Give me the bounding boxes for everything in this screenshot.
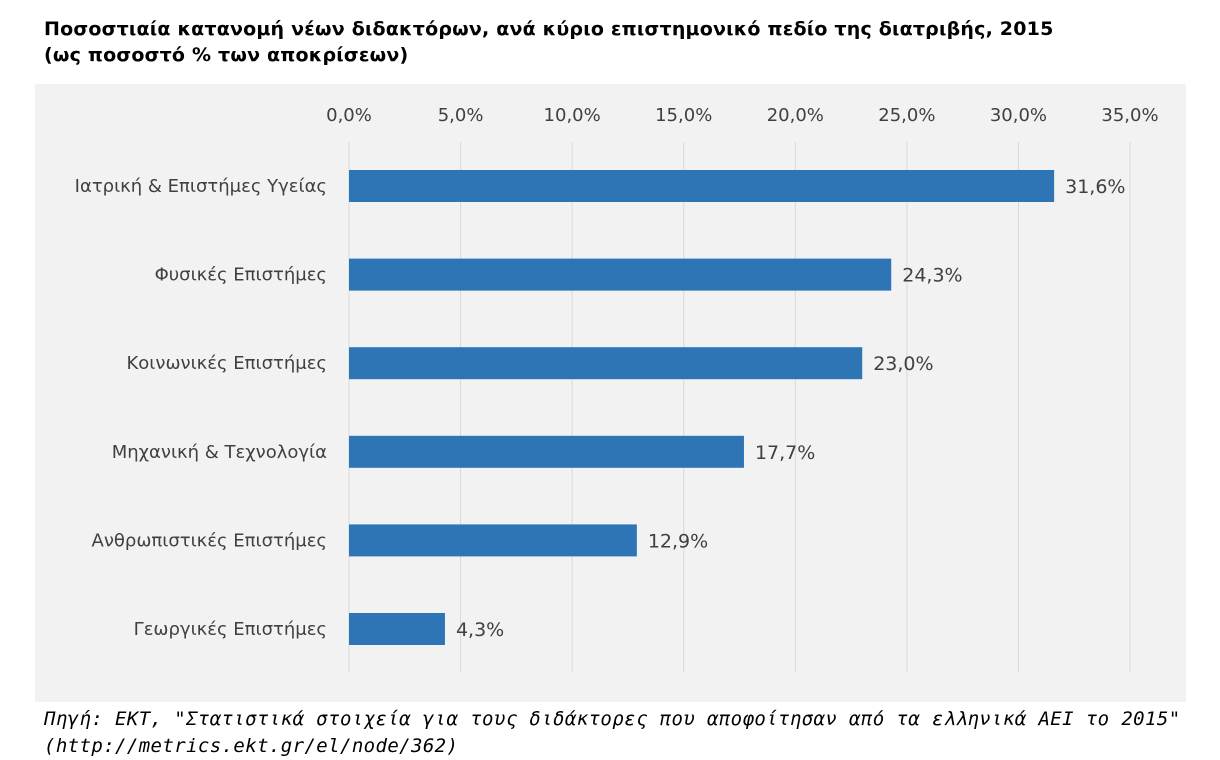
- data-label: 31,6%: [1065, 176, 1125, 198]
- x-tick-label: 20,0%: [767, 105, 824, 126]
- chart-panel: 0,0% 5,0% 10,0% 15,0% 20,0% 25,0% 30,0% 35,0% Ι…: [35, 84, 1186, 702]
- x-tick-label: 10,0%: [544, 105, 601, 126]
- source-url: (http://metrics.ekt.gr/el/node/362): [44, 735, 459, 757]
- source-note: Πηγή: ΕΚΤ, "Στατιστικά στοιχεία για τους…: [44, 706, 1181, 760]
- data-label: 24,3%: [902, 265, 962, 287]
- x-axis-ticks: 0,0% 5,0% 10,0% 15,0% 20,0% 25,0% 30,0% 35,0%: [326, 105, 1158, 126]
- data-label: 23,0%: [873, 353, 933, 375]
- category-label: Γεωργικές Επιστήμες: [134, 619, 327, 640]
- x-tick-label: 0,0%: [326, 105, 372, 126]
- data-label: 12,9%: [648, 530, 708, 552]
- data-label: 17,7%: [755, 442, 815, 464]
- x-tick-label: 30,0%: [990, 105, 1047, 126]
- category-labels: Ιατρική & Επιστήμες Υγείας Φυσικές Επιστή…: [75, 176, 327, 640]
- bar-chart: 0,0% 5,0% 10,0% 15,0% 20,0% 25,0% 30,0% 35,0% Ι…: [75, 105, 1159, 672]
- chart-title-block: Ποσοστιαία κατανομή νέων διδακτόρων, ανά…: [44, 16, 1054, 68]
- category-label: Μηχανική & Τεχνολογία: [112, 442, 327, 463]
- source-citation: Πηγή: ΕΚΤ, "Στατιστικά στοιχεία για τους…: [44, 708, 1181, 730]
- grid-layer: [348, 142, 1131, 672]
- x-tick-label: 5,0%: [438, 105, 484, 126]
- data-label: 4,3%: [456, 619, 504, 641]
- x-tick-label: 35,0%: [1101, 105, 1158, 126]
- category-label: Φυσικές Επιστήμες: [155, 265, 327, 286]
- bar: [349, 258, 892, 291]
- data-labels: 31,6% 24,3% 23,0% 17,7% 12,9% 4,3%: [456, 176, 1126, 641]
- bar: [349, 524, 637, 557]
- bar: [349, 347, 863, 380]
- category-label: Κοινωνικές Επιστήμες: [126, 353, 327, 374]
- bar: [349, 435, 744, 468]
- category-label: Ιατρική & Επιστήμες Υγείας: [75, 176, 327, 197]
- chart-subtitle: (ως ποσοστό % των αποκρίσεων): [44, 44, 409, 66]
- bar: [349, 170, 1055, 202]
- category-label: Ανθρωπιστικές Επιστήμες: [92, 530, 327, 551]
- bars: [349, 170, 1055, 645]
- chart-title: Ποσοστιαία κατανομή νέων διδακτόρων, ανά…: [44, 18, 1054, 40]
- x-tick-label: 25,0%: [878, 105, 935, 126]
- x-tick-label: 15,0%: [655, 105, 712, 126]
- bar: [349, 613, 445, 645]
